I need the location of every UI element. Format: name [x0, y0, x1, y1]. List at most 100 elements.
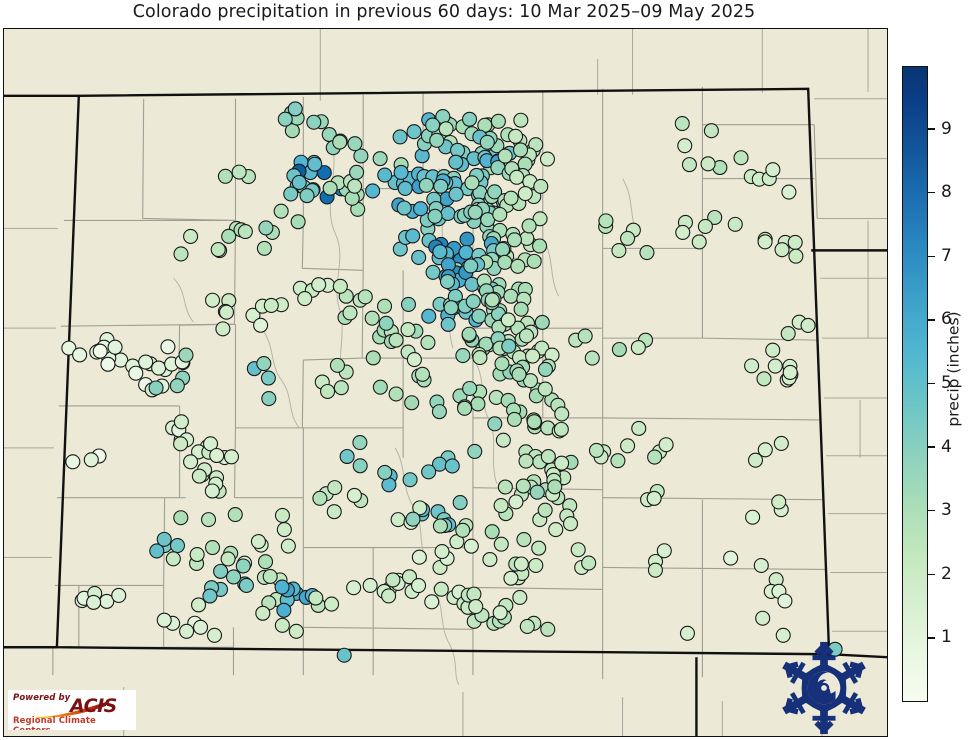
station-point[interactable] — [352, 458, 368, 474]
station-point[interactable] — [297, 291, 313, 307]
station-point[interactable] — [276, 602, 292, 618]
station-point[interactable] — [388, 332, 404, 348]
station-point[interactable] — [372, 379, 388, 395]
station-point[interactable] — [434, 543, 450, 560]
station-point[interactable] — [512, 142, 529, 158]
station-point[interactable] — [336, 647, 352, 663]
station-point[interactable] — [515, 478, 531, 494]
station-point[interactable] — [780, 326, 796, 342]
station-point[interactable] — [757, 234, 773, 250]
station-point[interactable] — [775, 627, 791, 643]
station-point[interactable] — [647, 562, 663, 578]
station-point[interactable] — [620, 230, 636, 246]
station-point[interactable] — [781, 184, 797, 200]
station-point[interactable] — [513, 112, 529, 128]
station-point[interactable] — [263, 297, 279, 313]
station-point[interactable] — [231, 164, 247, 180]
station-point[interactable] — [226, 569, 242, 585]
station-point[interactable] — [464, 175, 480, 191]
station-point[interactable] — [424, 594, 440, 610]
station-point[interactable] — [756, 371, 772, 387]
station-point[interactable] — [173, 436, 189, 452]
station-point[interactable] — [747, 452, 764, 468]
station-point[interactable] — [771, 494, 787, 510]
station-point[interactable] — [149, 543, 165, 559]
map-canvas[interactable] — [4, 29, 887, 736]
station-point[interactable] — [467, 443, 483, 459]
station-point[interactable] — [138, 354, 154, 370]
station-point[interactable] — [405, 511, 421, 527]
station-point[interactable] — [262, 568, 278, 584]
station-point[interactable] — [385, 572, 401, 588]
station-point[interactable] — [509, 169, 525, 185]
station-point[interactable] — [782, 364, 798, 380]
station-point[interactable] — [326, 504, 342, 520]
station-point[interactable] — [183, 454, 199, 470]
station-point[interactable] — [562, 516, 579, 532]
precipitation-station-points[interactable] — [61, 101, 843, 663]
station-point[interactable] — [151, 360, 167, 376]
station-point[interactable] — [397, 180, 413, 196]
station-point[interactable] — [202, 436, 219, 452]
station-point[interactable] — [420, 334, 436, 351]
station-point[interactable] — [156, 612, 172, 628]
station-point[interactable] — [658, 437, 674, 453]
station-point[interactable] — [245, 307, 261, 323]
station-point[interactable] — [517, 186, 533, 202]
station-point[interactable] — [221, 228, 237, 244]
station-point[interactable] — [495, 241, 511, 258]
station-point[interactable] — [283, 186, 299, 202]
station-point[interactable] — [431, 404, 447, 420]
station-point[interactable] — [72, 347, 88, 363]
station-point[interactable] — [260, 370, 276, 386]
station-point[interactable] — [432, 518, 448, 534]
station-point[interactable] — [598, 213, 614, 229]
station-point[interactable] — [390, 512, 406, 528]
station-point[interactable] — [539, 151, 556, 167]
station-point[interactable] — [273, 203, 289, 219]
station-point[interactable] — [533, 178, 549, 194]
station-point[interactable] — [250, 534, 266, 550]
station-point[interactable] — [189, 546, 205, 563]
station-point[interactable] — [83, 452, 99, 468]
station-point[interactable] — [513, 301, 529, 317]
station-point[interactable] — [425, 117, 441, 133]
station-point[interactable] — [516, 532, 532, 548]
station-point[interactable] — [381, 588, 397, 604]
station-point[interactable] — [312, 490, 328, 506]
station-point[interactable] — [675, 224, 691, 240]
station-point[interactable] — [223, 449, 240, 465]
station-point[interactable] — [365, 350, 381, 366]
station-point[interactable] — [482, 551, 498, 568]
station-point[interactable] — [503, 288, 519, 304]
station-point[interactable] — [510, 258, 526, 274]
station-point[interactable] — [679, 625, 695, 641]
station-point[interactable] — [774, 242, 790, 258]
station-point[interactable] — [646, 490, 662, 506]
station-point[interactable] — [255, 605, 271, 621]
station-point[interactable] — [506, 232, 522, 248]
station-point[interactable] — [378, 315, 394, 331]
station-point[interactable] — [463, 538, 479, 554]
map-panel[interactable] — [3, 28, 888, 737]
station-point[interactable] — [169, 538, 186, 554]
station-point[interactable] — [492, 206, 508, 223]
station-point[interactable] — [697, 218, 713, 234]
station-point[interactable] — [440, 316, 456, 332]
station-point[interactable] — [362, 577, 378, 593]
station-point[interactable] — [339, 448, 355, 465]
station-point[interactable] — [406, 124, 422, 140]
station-point[interactable] — [468, 599, 484, 615]
station-point[interactable] — [487, 416, 503, 432]
station-point[interactable] — [467, 204, 483, 220]
station-point[interactable] — [396, 200, 412, 216]
station-point[interactable] — [757, 442, 773, 458]
station-point[interactable] — [487, 184, 503, 200]
station-point[interactable] — [484, 524, 500, 540]
station-point[interactable] — [217, 168, 233, 184]
station-point[interactable] — [404, 395, 420, 411]
station-point[interactable] — [500, 312, 516, 328]
station-point[interactable] — [462, 380, 478, 397]
station-point[interactable] — [401, 569, 418, 585]
station-point[interactable] — [329, 357, 345, 373]
